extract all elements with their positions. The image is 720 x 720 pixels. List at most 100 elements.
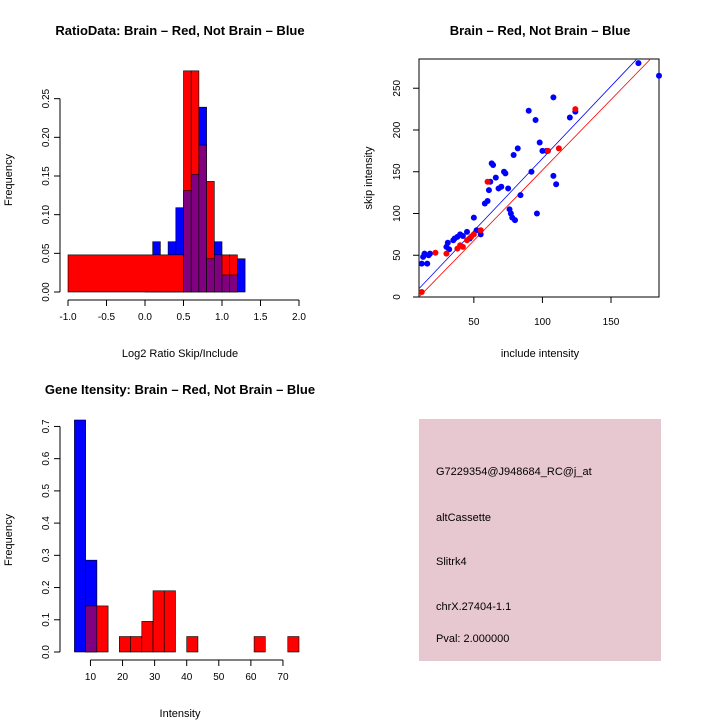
y-tick-label: 0.25 bbox=[41, 88, 52, 108]
y-tick-label: 100 bbox=[392, 205, 403, 222]
y-tick-label: 50 bbox=[392, 249, 403, 261]
x-tick-label: 50 bbox=[468, 317, 480, 328]
scatter-point bbox=[426, 250, 433, 257]
y-tick-label: 0.05 bbox=[41, 243, 52, 263]
x-tick-label: 150 bbox=[603, 317, 620, 328]
probe-id: G7229354@J948684_RC@j_at bbox=[436, 466, 592, 478]
info-panel: G7229354@J948684_RC@j_at altCassette Sli… bbox=[419, 419, 661, 661]
scatter-point bbox=[517, 192, 524, 199]
histogram-bar bbox=[253, 636, 266, 653]
intensity-histogram-xlabel: Intensity bbox=[160, 708, 201, 720]
scatter-plot-frame bbox=[418, 58, 660, 298]
scatter-point bbox=[528, 168, 535, 175]
histogram-overlap-bar bbox=[229, 274, 238, 293]
scatter-point bbox=[656, 72, 662, 79]
scatter-point bbox=[505, 185, 512, 192]
fit-line bbox=[419, 59, 652, 297]
y-tick-label: 0.10 bbox=[41, 204, 52, 224]
scatter-point bbox=[432, 249, 439, 256]
histogram-bar bbox=[141, 621, 154, 653]
scatter-point bbox=[443, 250, 450, 257]
x-tick-label: 70 bbox=[277, 672, 289, 683]
intensity-histogram-ylabel: Frequency bbox=[3, 514, 15, 566]
histogram-bar bbox=[130, 636, 143, 653]
ratio-histogram-xlabel: Log2 Ratio Skip/Include bbox=[122, 348, 238, 360]
scatter-point bbox=[418, 260, 425, 267]
scatter-point bbox=[418, 288, 425, 295]
scatter-point bbox=[485, 187, 492, 194]
scatter-point bbox=[492, 174, 499, 181]
histogram-bar bbox=[119, 636, 131, 653]
scatter-title: Brain – Red, Not Brain – Blue bbox=[450, 23, 631, 38]
x-tick-label: 2.0 bbox=[292, 312, 306, 323]
histogram-bar bbox=[67, 254, 184, 293]
histogram-bar bbox=[163, 590, 176, 653]
scatter-point bbox=[510, 152, 517, 159]
intensity-histogram-title: Gene Itensity: Brain – Red, Not Brain – … bbox=[45, 382, 315, 397]
pval-text: Pval: 2.000000 bbox=[436, 633, 509, 645]
x-tick-label: -0.5 bbox=[98, 312, 116, 323]
scatter-point bbox=[498, 183, 505, 190]
histogram-overlap-bar bbox=[85, 605, 98, 653]
y-tick-label: 150 bbox=[392, 163, 403, 180]
scatter-point bbox=[470, 214, 477, 221]
y-tick-label: 0.7 bbox=[41, 419, 52, 433]
histogram-bar bbox=[237, 258, 246, 293]
scatter-point bbox=[550, 172, 557, 179]
histogram-overlap-bar bbox=[206, 258, 215, 293]
scatter-point bbox=[536, 139, 543, 146]
x-tick-label: 40 bbox=[181, 672, 193, 683]
scatter-point bbox=[533, 210, 540, 217]
histogram-bar bbox=[287, 636, 300, 653]
info-panel-background bbox=[419, 419, 661, 661]
scatter-point bbox=[459, 233, 466, 240]
scatter-point bbox=[424, 260, 431, 267]
scatter-point bbox=[544, 147, 551, 154]
scatter-point bbox=[484, 178, 491, 185]
scatter-point bbox=[502, 170, 509, 177]
scatter-point bbox=[539, 147, 546, 154]
ratio-histogram-ylabel: Frequency bbox=[3, 154, 15, 206]
scatter-point bbox=[525, 107, 532, 114]
x-tick-label: 1.0 bbox=[215, 312, 229, 323]
x-tick-label: 20 bbox=[117, 672, 129, 683]
y-tick-label: 0 bbox=[392, 294, 403, 300]
ratio-histogram-title: RatioData: Brain – Red, Not Brain – Blue bbox=[55, 23, 304, 38]
event-type: altCassette bbox=[436, 512, 491, 524]
histogram-bar bbox=[186, 636, 199, 653]
x-tick-label: 100 bbox=[534, 317, 551, 328]
histogram-bar bbox=[74, 419, 86, 653]
y-tick-label: 0.15 bbox=[41, 166, 52, 186]
intensity-histogram: Gene Itensity: Brain – Red, Not Brain – … bbox=[3, 382, 315, 720]
x-tick-label: 0.0 bbox=[138, 312, 152, 323]
y-tick-label: 0.1 bbox=[41, 612, 52, 626]
x-tick-label: 0.5 bbox=[177, 312, 191, 323]
scatter-point bbox=[550, 94, 557, 101]
scatter-point bbox=[566, 114, 573, 121]
scatter-point bbox=[490, 162, 497, 169]
scatter-point bbox=[635, 60, 642, 67]
ratio-histogram: RatioData: Brain – Red, Not Brain – Blue… bbox=[3, 23, 306, 360]
histogram-bar bbox=[96, 605, 109, 653]
scatter-point bbox=[572, 106, 579, 113]
scatter-point bbox=[484, 197, 491, 204]
x-tick-label: 30 bbox=[149, 672, 161, 683]
scatter-point bbox=[444, 239, 451, 246]
scatter-ylabel: skip intensity bbox=[363, 146, 375, 209]
histogram-bar bbox=[152, 590, 165, 653]
scatter-point bbox=[464, 237, 470, 244]
x-tick-label: -1.0 bbox=[59, 312, 77, 323]
y-tick-label: 0.2 bbox=[41, 580, 52, 594]
scatter-point bbox=[477, 231, 484, 238]
histogram-overlap-bar bbox=[198, 144, 207, 293]
x-tick-label: 60 bbox=[245, 672, 257, 683]
y-tick-label: 0.0 bbox=[41, 645, 52, 659]
intensity-scatter: Brain – Red, Not Brain – Blue 50 100 150 0 5… bbox=[363, 23, 662, 360]
scatter-point bbox=[459, 243, 466, 250]
scatter-xlabel: include intensity bbox=[501, 348, 580, 360]
scatter-point bbox=[555, 145, 562, 152]
histogram-overlap-bar bbox=[221, 274, 230, 293]
genomic-location: chrX.27404-1.1 bbox=[436, 601, 511, 613]
y-tick-label: 0.5 bbox=[41, 484, 52, 498]
